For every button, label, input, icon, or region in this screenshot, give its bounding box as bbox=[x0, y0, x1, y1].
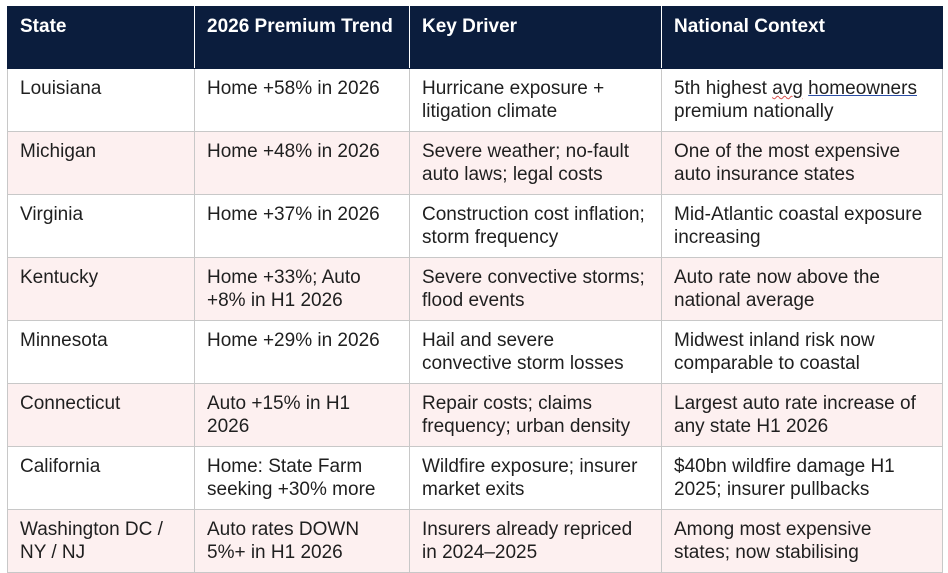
cell-driver: Wildfire exposure; insurer market exits bbox=[409, 446, 662, 510]
cell-trend: Home +48% in 2026 bbox=[194, 131, 410, 195]
cell-state: Washington DC / NY / NJ bbox=[7, 509, 195, 573]
cell-context: 5th highest avg homeowners premium natio… bbox=[661, 68, 943, 132]
cell-driver: Repair costs; claims frequency; urban de… bbox=[409, 383, 662, 447]
cell-context: $40bn wildfire damage H1 2025; insurer p… bbox=[661, 446, 943, 510]
table-row: Michigan Home +48% in 2026 Severe weathe… bbox=[7, 131, 943, 195]
table-row: Virginia Home +37% in 2026 Construction … bbox=[7, 194, 943, 258]
cell-trend: Home +58% in 2026 bbox=[194, 68, 410, 132]
cell-state: Minnesota bbox=[7, 320, 195, 384]
cell-trend: Home +33%; Auto +8% in H1 2026 bbox=[194, 257, 410, 321]
context-text: 5th highest bbox=[674, 78, 773, 99]
cell-driver: Severe weather; no-fault auto laws; lega… bbox=[409, 131, 662, 195]
cell-context: Midwest inland risk now comparable to co… bbox=[661, 320, 943, 384]
table-row: California Home: State Farm seeking +30%… bbox=[7, 446, 943, 510]
cell-driver: Insurers already repriced in 2024–2025 bbox=[409, 509, 662, 573]
header-state: State bbox=[7, 6, 195, 69]
table-row: Connecticut Auto +15% in H1 2026 Repair … bbox=[7, 383, 943, 447]
cell-context: Mid-Atlantic coastal exposure increasing bbox=[661, 194, 943, 258]
cell-trend: Home +29% in 2026 bbox=[194, 320, 410, 384]
header-key-driver: Key Driver bbox=[409, 6, 662, 69]
cell-state: Connecticut bbox=[7, 383, 195, 447]
table-header-row: State 2026 Premium Trend Key Driver Nati… bbox=[7, 6, 943, 69]
cell-context: Among most expensive states; now stabili… bbox=[661, 509, 943, 573]
cell-context: Auto rate now above the national average bbox=[661, 257, 943, 321]
table-row: Washington DC / NY / NJ Auto rates DOWN … bbox=[7, 509, 943, 573]
premium-trends-table: State 2026 Premium Trend Key Driver Nati… bbox=[7, 6, 943, 573]
cell-trend: Home: State Farm seeking +30% more bbox=[194, 446, 410, 510]
header-premium-trend: 2026 Premium Trend bbox=[194, 6, 410, 69]
cell-driver: Hurricane exposure + litigation climate bbox=[409, 68, 662, 132]
cell-state: California bbox=[7, 446, 195, 510]
grammar-flagged-word: homeowners bbox=[808, 78, 917, 99]
cell-state: Louisiana bbox=[7, 68, 195, 132]
cell-driver: Construction cost inflation; storm frequ… bbox=[409, 194, 662, 258]
spellcheck-flagged-word: avg bbox=[772, 78, 803, 99]
cell-driver: Severe convective storms; flood events bbox=[409, 257, 662, 321]
cell-state: Virginia bbox=[7, 194, 195, 258]
cell-trend: Auto rates DOWN 5%+ in H1 2026 bbox=[194, 509, 410, 573]
table-row: Kentucky Home +33%; Auto +8% in H1 2026 … bbox=[7, 257, 943, 321]
cell-driver: Hail and severe convective storm losses bbox=[409, 320, 662, 384]
cell-trend: Auto +15% in H1 2026 bbox=[194, 383, 410, 447]
cell-context: Largest auto rate increase of any state … bbox=[661, 383, 943, 447]
header-national-context: National Context bbox=[661, 6, 943, 69]
cell-trend: Home +37% in 2026 bbox=[194, 194, 410, 258]
table-row: Minnesota Home +29% in 2026 Hail and sev… bbox=[7, 320, 943, 384]
table-row: Louisiana Home +58% in 2026 Hurricane ex… bbox=[7, 68, 943, 132]
cell-state: Michigan bbox=[7, 131, 195, 195]
cell-state: Kentucky bbox=[7, 257, 195, 321]
context-text: premium nationally bbox=[674, 101, 834, 122]
cell-context: One of the most expensive auto insurance… bbox=[661, 131, 943, 195]
